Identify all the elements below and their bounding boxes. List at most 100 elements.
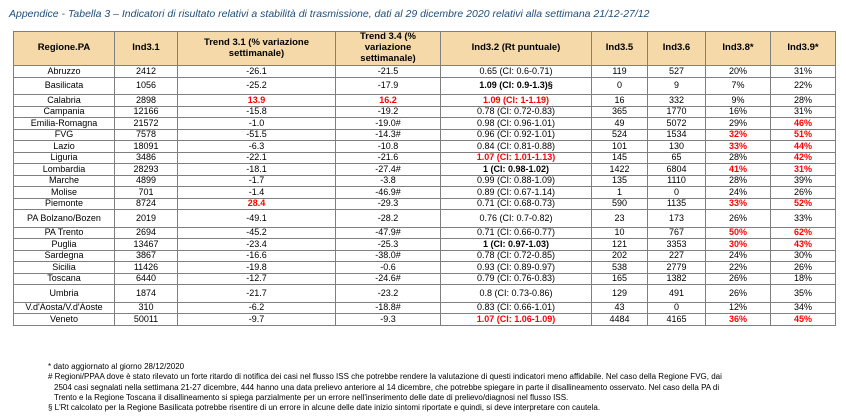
value-cell: 227 [647, 249, 706, 262]
value-cell: -45.2 [177, 226, 336, 239]
value-cell: 16% [705, 105, 771, 118]
footnotes: * dato aggiornato al giorno 28/12/2020 #… [48, 362, 838, 413]
value-cell: -46.9# [335, 186, 441, 199]
value-cell: 31% [770, 105, 836, 118]
value-cell: 2412 [114, 65, 178, 78]
value-cell: 24% [705, 249, 771, 262]
value-cell: 173 [647, 209, 706, 228]
value-cell: 30% [705, 238, 771, 251]
table-row: Veneto 50011 -9.7 -9.3 1.07 (CI: 1.06-1.09) 4… [13, 313, 836, 326]
value-cell: 46% [770, 117, 836, 130]
value-cell: 4165 [647, 313, 706, 326]
value-cell: -24.6# [335, 272, 441, 285]
header-cell: Ind3.6 [647, 31, 706, 66]
value-cell: 44% [770, 140, 836, 153]
region-cell: Lazio [13, 140, 115, 153]
value-cell: 13.9 [177, 94, 336, 107]
region-cell: Umbria [13, 284, 115, 303]
value-cell: -6.3 [177, 140, 336, 153]
value-cell: 1 (CI: 0.98-1.02) [440, 163, 592, 176]
region-cell: Piemonte [13, 197, 115, 210]
value-cell: 590 [591, 197, 648, 210]
value-cell: 24% [705, 186, 771, 199]
value-cell: 36% [705, 313, 771, 326]
value-cell: -15.8 [177, 105, 336, 118]
value-cell: -27.4# [335, 163, 441, 176]
value-cell: 0 [591, 76, 648, 95]
value-cell: 42% [770, 151, 836, 164]
value-cell: 101 [591, 140, 648, 153]
value-cell: 39% [770, 174, 836, 187]
value-cell: 49 [591, 117, 648, 130]
value-cell: 0.71 (CI: 0.66-0.77) [440, 226, 592, 239]
value-cell: 1874 [114, 284, 178, 303]
value-cell: 1.07 (CI: 1.06-1.09) [440, 313, 592, 326]
value-cell: -12.7 [177, 272, 336, 285]
value-cell: 701 [114, 186, 178, 199]
value-cell: 30% [770, 249, 836, 262]
value-cell: 29% [705, 117, 771, 130]
value-cell: -16.6 [177, 249, 336, 262]
region-cell: Liguria [13, 151, 115, 164]
value-cell: 0.78 (CI: 0.72-0.85) [440, 249, 592, 262]
value-cell: -21.6 [335, 151, 441, 164]
region-cell: Toscana [13, 272, 115, 285]
value-cell: -19.8 [177, 261, 336, 274]
table-row: PA Trento 2694 -45.2 -47.9# 0.71 (CI: 0.66-0… [13, 226, 836, 239]
value-cell: 9 [647, 76, 706, 95]
region-cell: Veneto [13, 313, 115, 326]
value-cell: 31% [770, 163, 836, 176]
value-cell: 0.79 (CI: 0.76-0.83) [440, 272, 592, 285]
table-row: Lombardia 28293 -18.1 -27.4# 1 (CI: 0.98-1.0… [13, 163, 836, 176]
value-cell: 41% [705, 163, 771, 176]
value-cell: 7578 [114, 128, 178, 141]
header-cell: Ind3.9* [770, 31, 836, 66]
header-cell: Trend 3.4 (% variazione settimanale) [335, 31, 441, 66]
region-cell: Basilicata [13, 76, 115, 95]
value-cell: -47.9# [335, 226, 441, 239]
value-cell: -25.2 [177, 76, 336, 95]
region-cell: Puglia [13, 238, 115, 251]
value-cell: 129 [591, 284, 648, 303]
value-cell: 3867 [114, 249, 178, 262]
value-cell: 119 [591, 65, 648, 78]
value-cell: 28.4 [177, 197, 336, 210]
value-cell: 0 [647, 301, 706, 314]
region-cell: Sardegna [13, 249, 115, 262]
value-cell: 28% [705, 151, 771, 164]
value-cell: 1 [591, 186, 648, 199]
value-cell: 1382 [647, 272, 706, 285]
value-cell: -18.1 [177, 163, 336, 176]
value-cell: 43 [591, 301, 648, 314]
value-cell: -19.2 [335, 105, 441, 118]
value-cell: 0.65 (CI: 0.6-0.71) [440, 65, 592, 78]
region-cell: Campania [13, 105, 115, 118]
value-cell: 10 [591, 226, 648, 239]
table-body: Abruzzo 2412 -26.1 -21.5 0.65 (CI: 0.6-0.71)… [13, 65, 836, 326]
region-cell: FVG [13, 128, 115, 141]
value-cell: 1135 [647, 197, 706, 210]
value-cell: 1.09 (CI: 0.9-1.3)§ [440, 76, 592, 95]
region-cell: Molise [13, 186, 115, 199]
value-cell: 6440 [114, 272, 178, 285]
value-cell: 1.09 (CI: 1-1.19) [440, 94, 592, 107]
value-cell: 12166 [114, 105, 178, 118]
value-cell: 145 [591, 151, 648, 164]
value-cell: -21.5 [335, 65, 441, 78]
value-cell: 2779 [647, 261, 706, 274]
value-cell: 26% [770, 186, 836, 199]
footnote: * dato aggiornato al giorno 28/12/2020 [48, 362, 185, 371]
value-cell: 34% [770, 301, 836, 314]
table-row: Umbria 1874 -21.7 -23.2 0.8 (CI: 0.73-0.86) 1… [13, 284, 836, 303]
region-cell: V.d'Aosta/V.d'Aoste [13, 301, 115, 314]
value-cell: 7% [705, 76, 771, 95]
value-cell: 28293 [114, 163, 178, 176]
value-cell: 8724 [114, 197, 178, 210]
table-row: Sardegna 3867 -16.6 -38.0# 0.78 (CI: 0.72-0.… [13, 249, 836, 262]
value-cell: 22% [770, 76, 836, 95]
value-cell: 0 [647, 186, 706, 199]
value-cell: -18.8# [335, 301, 441, 314]
value-cell: 52% [770, 197, 836, 210]
value-cell: 50% [705, 226, 771, 239]
value-cell: 45% [770, 313, 836, 326]
